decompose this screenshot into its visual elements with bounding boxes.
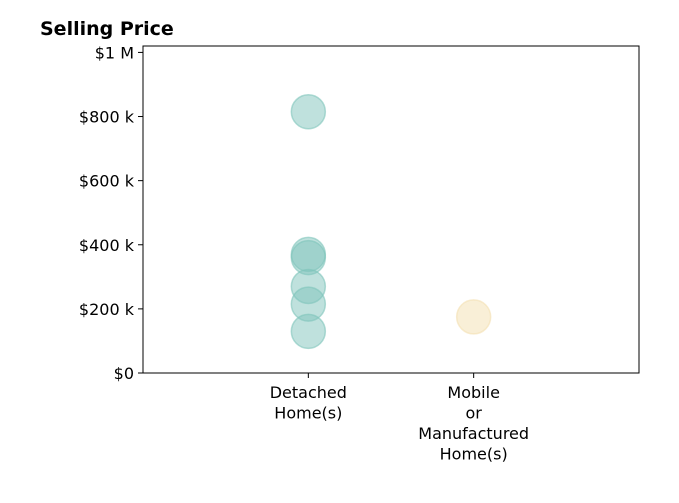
y-tick-label: $1 M xyxy=(95,43,134,62)
x-tick-label: Mobile or Manufactured Home(s) xyxy=(418,383,529,464)
y-tick-label: $200 k xyxy=(79,300,135,319)
data-point xyxy=(290,313,327,350)
y-tick-label: $800 k xyxy=(79,108,135,127)
plot-area: $0 $200 k $400 k $600 k $800 k $1 M Detached Ho… xyxy=(79,43,640,464)
plot-frame xyxy=(142,45,640,374)
data-point xyxy=(455,299,492,335)
y-tick-label: $600 k xyxy=(79,172,135,191)
x-tick-label: Detached Home(s) xyxy=(270,383,347,423)
y-tick-label: $0 xyxy=(114,364,134,383)
chart-title: Selling Price xyxy=(40,18,174,40)
y-tick-label: $400 k xyxy=(79,236,135,255)
data-point xyxy=(290,93,327,130)
